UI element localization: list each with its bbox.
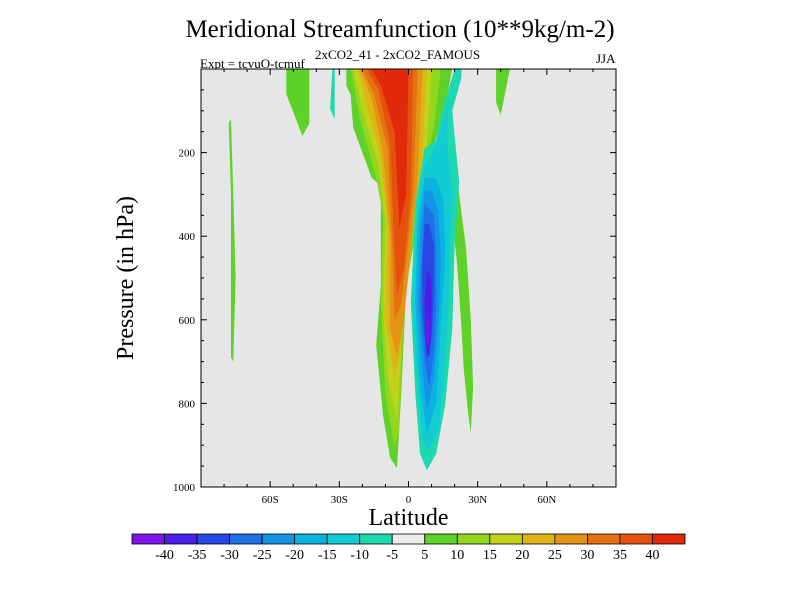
colorbar-swatch: [587, 533, 621, 545]
axes: 60S 30S 0 30N 60N 200 400 600 800 1000 Latitude Pre…: [113, 68, 617, 531]
colorbar-label: 5: [421, 548, 428, 563]
y-tick-label: 800: [179, 398, 196, 410]
colorbar-swatch: [456, 533, 491, 545]
contour-group: [228, 69, 510, 471]
colorbar-swatch: [294, 533, 328, 545]
colorbar-label: 30: [580, 548, 594, 563]
experiment-label: Expt = tcvuO-tcmuf: [200, 56, 305, 71]
x-tick-label: 60N: [537, 494, 556, 506]
colorbar-swatch: [424, 533, 458, 545]
colorbar-label: -5: [386, 548, 398, 563]
y-tick-label: 400: [179, 231, 196, 243]
colorbar-label: -30: [220, 548, 239, 563]
contour-region: [286, 69, 310, 136]
y-tick-label: 200: [179, 148, 196, 160]
contour-region: [371, 69, 409, 228]
colorbar-label: 20: [515, 548, 529, 563]
colorbar-swatch: [521, 533, 556, 545]
colorbar-swatch: [359, 533, 393, 545]
colorbar-swatch: [554, 533, 588, 545]
contour-region: [228, 119, 236, 362]
contour-region: [496, 69, 510, 115]
colorbar: -40 -35 -30 -25 -20 -15 -10 -5 5 10 15 20 25 30 35 40: [131, 533, 686, 563]
x-tick-label: 30N: [468, 494, 487, 506]
colorbar-swatch: [652, 533, 686, 545]
colorbar-label: -40: [155, 548, 174, 563]
colorbar-swatch: [261, 533, 296, 545]
colorbar-swatch: [619, 533, 653, 545]
colorbar-swatch: [391, 533, 426, 545]
y-tick-label: 1000: [173, 482, 196, 494]
colorbar-label: -35: [188, 548, 207, 563]
plot-area: [201, 69, 616, 487]
colorbar-label: -25: [253, 548, 272, 563]
colorbar-swatch: [131, 533, 165, 545]
colorbar-swatch: [326, 533, 361, 545]
colorbar-label: -15: [318, 548, 337, 563]
y-axis-title: Pressure (in hPa): [113, 196, 139, 360]
contour-region: [426, 315, 430, 350]
x-tick-label: 30S: [331, 494, 348, 506]
x-axis-title: Latitude: [369, 505, 449, 531]
contour-region: [330, 69, 335, 120]
contour-region: [424, 269, 432, 358]
colorbar-label: 35: [613, 548, 627, 563]
colorbar-label: -20: [285, 548, 304, 563]
x-tick-label: 60S: [262, 494, 279, 506]
colorbar-swatch: [164, 533, 198, 545]
colorbar-label: 40: [645, 548, 659, 563]
colorbar-swatch: [489, 533, 523, 545]
colorbar-swatch: [196, 533, 230, 545]
comparison-label: 2xCO2_41 - 2xCO2_FAMOUS: [315, 47, 481, 62]
chart-title: Meridional Streamfunction (10**9kg/m-2): [185, 16, 615, 43]
colorbar-label: 10: [450, 548, 464, 563]
colorbar-label: 25: [548, 548, 562, 563]
y-tick-label: 600: [179, 315, 196, 327]
colorbar-label: -10: [350, 548, 369, 563]
x-tick-label: 0: [406, 494, 412, 506]
colorbar-label: 15: [483, 548, 497, 563]
season-label: JJA: [596, 51, 616, 66]
colorbar-swatch: [229, 533, 263, 545]
